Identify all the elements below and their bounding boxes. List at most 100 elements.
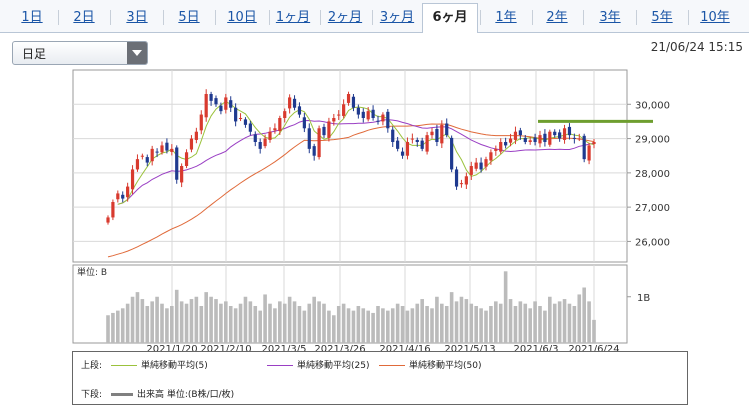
- tab-separator: [163, 10, 164, 25]
- candle-body: [469, 166, 473, 175]
- date-tick-label: 2021/6/24: [568, 344, 619, 352]
- tab-3[interactable]: 3日: [126, 10, 148, 25]
- volume-bar: [248, 301, 253, 343]
- chart-legend: 上段: 単純移動平均(5) 単純移動平均(25) 単純移動平均(50) 下段: …: [72, 351, 688, 405]
- volume-bar: [376, 306, 380, 343]
- candle-body: [283, 111, 287, 118]
- candle-body: [116, 193, 120, 200]
- date-tick-label: 2021/1/20: [146, 344, 197, 352]
- tab-separator: [480, 10, 481, 25]
- ma5-line-icon: [111, 365, 137, 366]
- volume-bar: [125, 303, 130, 343]
- candle-body: [155, 151, 159, 153]
- candle-body: [170, 148, 174, 152]
- candle-body: [405, 142, 410, 156]
- volume-bar: [430, 308, 434, 343]
- tab-12[interactable]: 3年: [599, 10, 621, 25]
- volume-bar: [523, 303, 528, 343]
- date-tick-label: 2021/4/16: [379, 344, 430, 352]
- candle-body: [248, 123, 252, 132]
- volume-bar: [170, 306, 174, 343]
- candle-body: [317, 128, 321, 158]
- candle-body: [386, 111, 390, 129]
- chart-interval-select[interactable]: 日足: [12, 41, 148, 65]
- volume-bar: [577, 294, 582, 343]
- legend-ma25: 単純移動平均(25): [267, 358, 369, 371]
- tab-separator: [215, 10, 216, 25]
- volume-bar: [292, 301, 297, 343]
- tab-separator: [320, 10, 321, 25]
- candle-body: [224, 97, 228, 110]
- legend-ma5: 単純移動平均(5): [111, 358, 208, 371]
- volume-bar: [243, 296, 248, 343]
- tab-1[interactable]: 1日: [21, 10, 43, 25]
- candle-body: [111, 202, 115, 218]
- volume-bar: [592, 319, 596, 343]
- tab-2[interactable]: 2日: [73, 10, 95, 25]
- candle-body: [229, 100, 233, 108]
- volume-bar: [548, 296, 552, 343]
- ma25-line: [117, 119, 595, 205]
- candle-body: [464, 176, 468, 185]
- volume-bar: [449, 292, 454, 343]
- volume-bar: [268, 303, 272, 343]
- tab-14[interactable]: 10年: [700, 10, 730, 25]
- candle-body: [243, 119, 248, 125]
- candle-body: [548, 131, 552, 145]
- candle-body: [292, 98, 297, 108]
- tab-5[interactable]: 10日: [227, 10, 257, 25]
- tab-8[interactable]: 3ヶ月: [379, 10, 415, 25]
- candle-body: [415, 139, 419, 142]
- volume-bar: [278, 301, 282, 343]
- candle-body: [356, 107, 360, 115]
- volume-bar: [204, 292, 208, 343]
- volume-bar: [474, 306, 478, 343]
- legend-ma50: 単純移動平均(50): [379, 358, 481, 371]
- candle-body: [263, 138, 267, 147]
- volume-bar: [533, 301, 537, 343]
- tab-9[interactable]: 6ヶ月: [422, 3, 478, 33]
- candle-body: [297, 106, 302, 115]
- candle-body: [322, 126, 326, 136]
- chevron-down-icon[interactable]: [127, 42, 147, 64]
- volume-bar: [582, 287, 586, 343]
- volume-bar: [155, 296, 159, 343]
- volume-bar: [356, 306, 361, 343]
- volume-bar: [233, 308, 238, 343]
- legend-upper-label: 上段:: [81, 361, 103, 371]
- volume-bar-icon: [111, 393, 133, 396]
- candle-body: [371, 109, 375, 118]
- volume-bar: [405, 310, 410, 343]
- candle-body: [435, 128, 439, 142]
- tab-4[interactable]: 5日: [178, 10, 200, 25]
- tab-10[interactable]: 1年: [495, 10, 517, 25]
- volume-bar: [238, 303, 243, 343]
- volume-bar: [528, 308, 532, 343]
- candle-body: [361, 111, 365, 118]
- tab-13[interactable]: 5年: [651, 10, 673, 25]
- volume-bar: [567, 303, 572, 343]
- volume-bar: [150, 301, 154, 343]
- candle-body: [121, 194, 125, 199]
- tab-6[interactable]: 1ヶ月: [275, 10, 311, 25]
- volume-bar: [336, 306, 341, 343]
- candle-body: [572, 137, 576, 139]
- volume-bar: [282, 303, 287, 343]
- volume-bar: [332, 315, 336, 343]
- candle-body: [180, 166, 184, 183]
- tab-11[interactable]: 2年: [546, 10, 568, 25]
- candle-body: [184, 152, 189, 166]
- candle-body: [209, 94, 213, 101]
- volume-bar: [498, 303, 503, 343]
- volume-bar: [508, 299, 513, 343]
- tab-7[interactable]: 2ヶ月: [327, 10, 363, 25]
- candle-body: [381, 114, 385, 122]
- volume-bar: [479, 308, 483, 343]
- candle-body: [420, 140, 424, 149]
- candle-body: [160, 145, 164, 153]
- candle-body: [175, 147, 179, 180]
- candle-body: [558, 132, 562, 139]
- candle-body: [528, 140, 532, 142]
- period-tabs: 1日 2日 3日 5日 10日 1ヶ月 2ヶ月 3ヶ月 6ヶ月 1年 2年 3年 5年 10年: [0, 0, 749, 33]
- volume-bar: [346, 308, 351, 343]
